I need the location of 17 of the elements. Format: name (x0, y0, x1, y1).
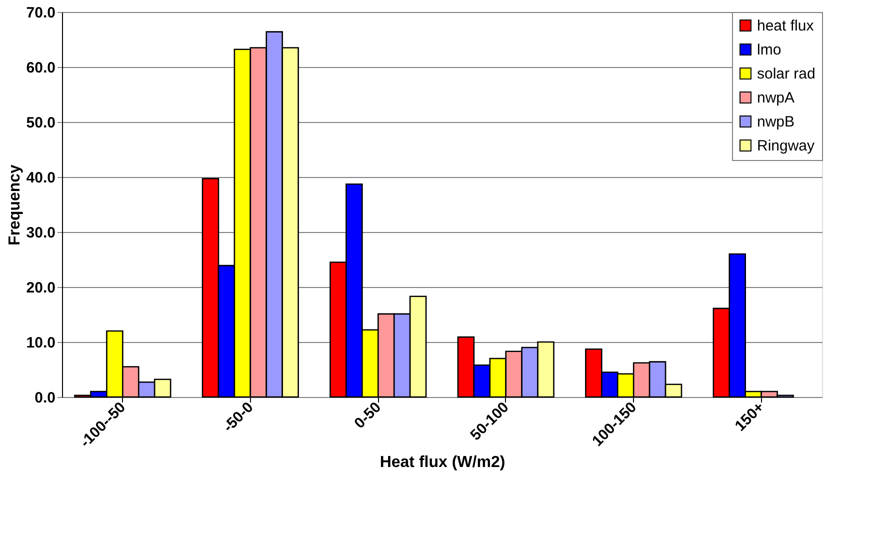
x-axis-title: Heat flux (W/m2) (380, 454, 506, 472)
y-tick-label: 20.0 (26, 280, 56, 296)
y-tick-label: 60.0 (26, 60, 56, 76)
legend-label: lmo (757, 42, 782, 58)
x-tick-label: 0-50 (351, 398, 384, 432)
y-tick-label: 10.0 (26, 334, 56, 352)
legend-label: Ringway (757, 138, 816, 154)
legend-label: solar rad (757, 66, 816, 82)
y-axis-title: Frequency (6, 164, 24, 246)
y-tick-label: 50.0 (26, 114, 56, 132)
y-tick-label: 70.0 (26, 4, 56, 22)
y-tick-label: 40.0 (26, 170, 56, 186)
legend-label: heat flux (757, 18, 814, 34)
legend-label: nwpB (757, 114, 795, 130)
y-tick-label: 0.0 (34, 390, 56, 406)
legend-label: nwpA (757, 90, 795, 106)
y-tick-label: 30.0 (26, 224, 56, 242)
